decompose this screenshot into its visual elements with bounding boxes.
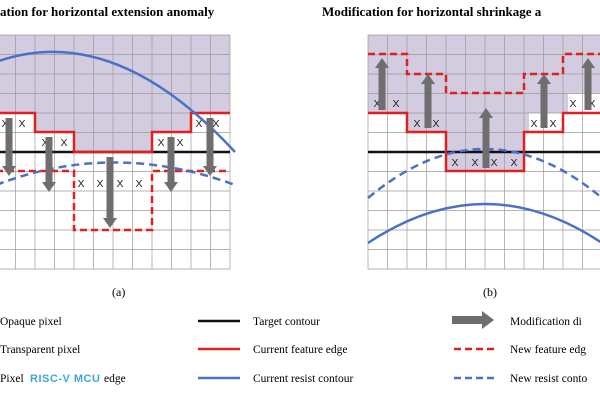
opaque-region xyxy=(368,35,600,171)
new-resist-contour xyxy=(367,147,600,199)
x-mark: X xyxy=(413,118,420,130)
legend-modification-arrow xyxy=(452,311,494,329)
legend-target-contour: Target contour xyxy=(253,316,320,328)
arrow-down xyxy=(42,137,56,192)
arrow-shaft xyxy=(5,118,13,166)
legend-current-feature-edge: Current feature edge xyxy=(253,344,348,356)
panel-a-grid: X XX XX X X XX XX X xyxy=(0,34,236,270)
arrow-shaft xyxy=(482,118,490,168)
x-mark: X xyxy=(392,98,399,110)
arrow-head xyxy=(164,182,178,192)
legend-pixel-edge: Pixel xyxy=(0,373,24,385)
arrow-head xyxy=(375,58,389,68)
legend-transparent-pixel: Transparent pixel xyxy=(0,344,80,356)
x-mark: X xyxy=(212,118,219,130)
arrow-down xyxy=(2,118,16,176)
x-mark: X xyxy=(157,137,164,149)
current-feature-edge xyxy=(368,111,600,173)
arrow-head xyxy=(421,74,435,84)
new-feature-edge xyxy=(0,169,230,232)
panel-a-caption: (a) xyxy=(112,285,125,299)
x-mark: X xyxy=(530,118,537,130)
arrow-shaft xyxy=(540,84,548,128)
x-mark: X xyxy=(1,118,8,130)
current-feature-edge xyxy=(0,111,230,154)
new-feature-edge xyxy=(368,52,600,95)
arrow-up xyxy=(479,108,493,168)
x-mark: X xyxy=(18,118,25,130)
legend-new-feature-edge: New feature edg xyxy=(510,344,586,356)
arrow-shaft xyxy=(106,157,114,218)
x-mark: X xyxy=(510,157,517,169)
watermark: RISC-V MCU xyxy=(30,373,100,385)
arrow-head xyxy=(581,58,595,68)
arrow-up xyxy=(375,58,389,110)
x-mark: X xyxy=(176,137,183,149)
legend-modification-direction: Modification di xyxy=(510,316,582,328)
arrow-head xyxy=(537,74,551,84)
current-resist-contour xyxy=(0,50,236,153)
x-mark: X xyxy=(41,137,48,149)
panel-b-caption: (b) xyxy=(483,285,497,299)
x-mark: X xyxy=(471,157,478,169)
arrow-head xyxy=(479,108,493,118)
panel-a-title: ation for horizontal extension anomaly xyxy=(0,4,215,19)
x-mark: X xyxy=(60,137,67,149)
legend-current-resist-contour: Current resist contour xyxy=(253,373,353,385)
x-mark: X xyxy=(588,98,595,110)
arrow-down xyxy=(203,118,217,176)
x-mark: X xyxy=(373,98,380,110)
arrow-up xyxy=(581,58,595,110)
x-mark: X xyxy=(490,157,497,169)
x-mark: X xyxy=(195,118,202,130)
x-mark: X xyxy=(549,118,556,130)
x-mark: X xyxy=(451,157,458,169)
arrow-shaft xyxy=(378,68,386,110)
arrow-shaft xyxy=(424,84,432,128)
arrow-down xyxy=(164,137,178,192)
arrow-shaft xyxy=(45,137,53,182)
new-resist-contour xyxy=(0,161,236,187)
arrow-shaft xyxy=(167,137,175,182)
x-mark: X xyxy=(116,178,123,190)
arrow-shaft xyxy=(584,68,592,110)
x-mark: X xyxy=(432,118,439,130)
x-mark: X xyxy=(96,178,103,190)
panel-b-title: Modification for horizontal shrinkage a xyxy=(322,4,542,19)
arrow-head xyxy=(203,166,217,176)
arrow-head xyxy=(103,218,117,228)
legend-opaque-pixel: Opaque pixel xyxy=(0,316,62,328)
arrow-down xyxy=(103,157,117,228)
arrow-shaft xyxy=(206,118,214,166)
arrow-up xyxy=(421,74,435,128)
arrow-up xyxy=(537,74,551,128)
x-mark: X xyxy=(77,178,84,190)
panel-b-grid: X XX XX X X XX XX X xyxy=(367,34,600,270)
arrow-head xyxy=(2,166,16,176)
x-mark: X xyxy=(135,178,142,190)
arrow-head xyxy=(42,182,56,192)
current-resist-contour xyxy=(367,202,600,245)
legend-new-resist-contour: New resist conto xyxy=(510,373,588,385)
x-mark: X xyxy=(569,98,576,110)
legend-pixel-edge-suffix: edge xyxy=(104,373,126,385)
